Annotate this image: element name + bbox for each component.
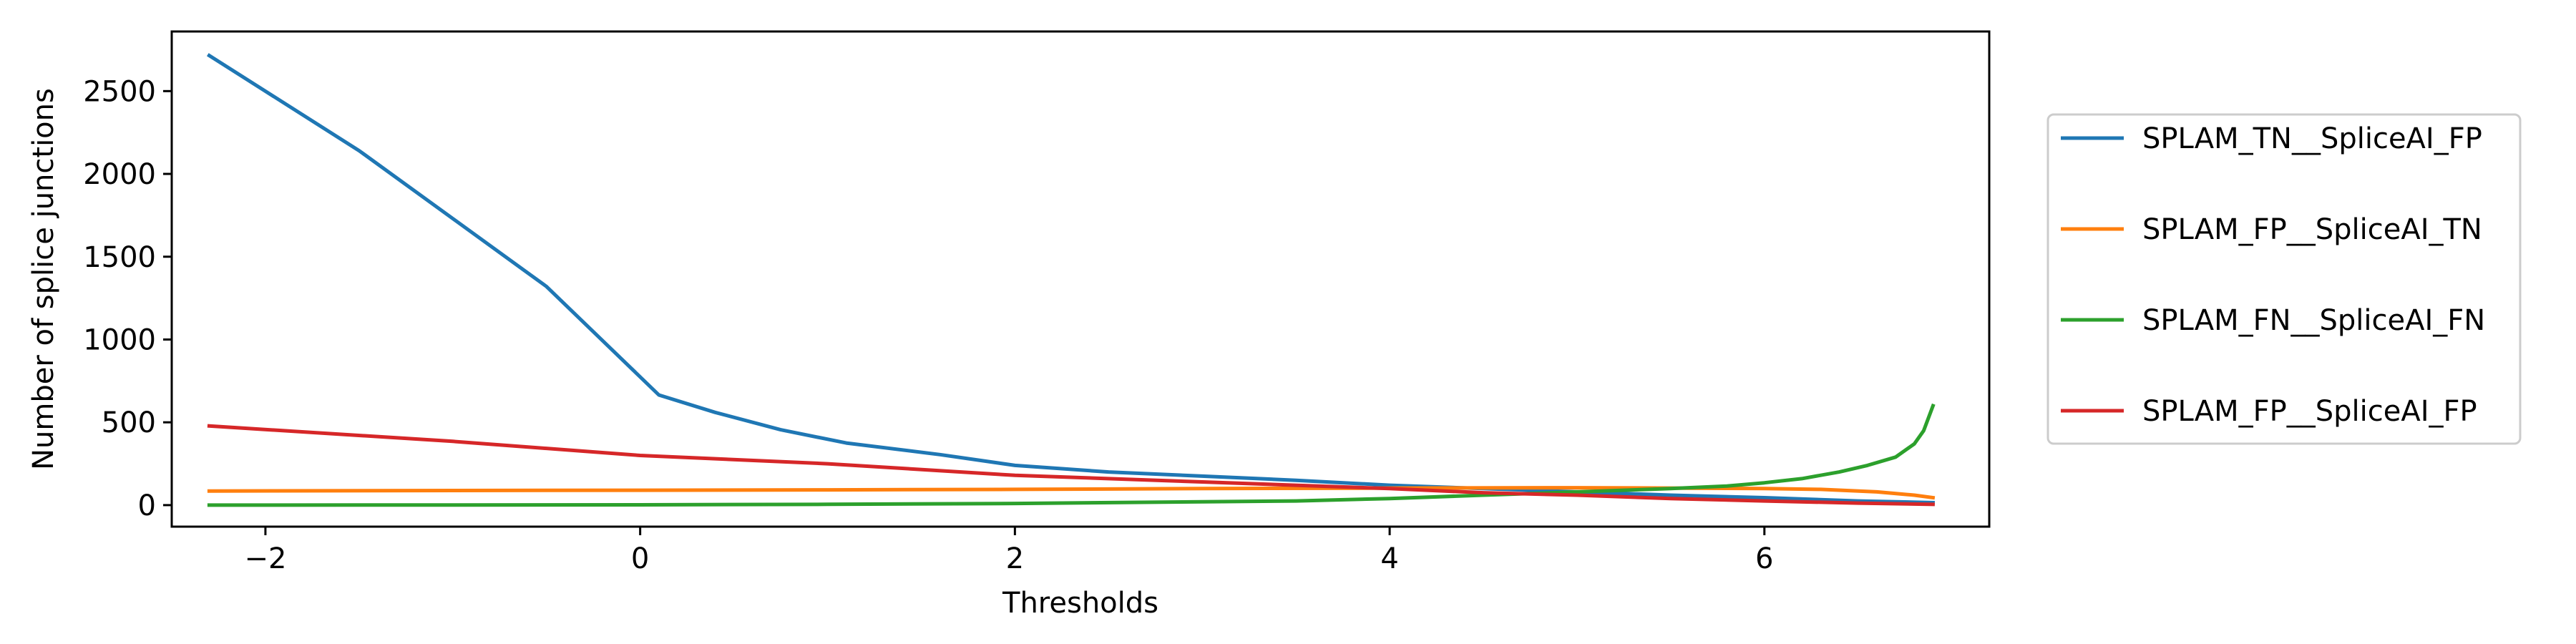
y-tick-label: 0 [138, 489, 156, 522]
y-tick-label: 500 [102, 406, 156, 439]
y-tick-label: 1500 [83, 241, 156, 274]
series-line-2 [207, 403, 1936, 507]
x-axis: −2 0 2 4 6 [244, 527, 1773, 575]
x-tick-label: 0 [631, 542, 649, 575]
legend-label-3: SPLAM_FP__SpliceAI_FP [2142, 395, 2477, 428]
y-tick-label: 2000 [83, 158, 156, 191]
legend-label-1: SPLAM_FP__SpliceAI_TN [2142, 213, 2482, 246]
plot-frame [170, 30, 1991, 528]
y-axis: 0 500 1000 1500 2000 2500 [83, 75, 172, 522]
y-tick-label: 1000 [83, 323, 156, 356]
series-line-3 [207, 424, 1935, 507]
legend-box [2046, 113, 2522, 445]
legend: SPLAM_TN__SpliceAI_FP SPLAM_FP__SpliceAI_… [2046, 113, 2522, 445]
y-tick-label: 2500 [83, 75, 156, 108]
plot-area [170, 30, 1991, 528]
series-line-1 [207, 486, 1936, 500]
x-axis-title: Thresholds [1002, 587, 1158, 620]
legend-label-2: SPLAM_FN__SpliceAI_FN [2142, 304, 2485, 337]
series-line-0 [206, 53, 1935, 504]
legend-label-0: SPLAM_TN__SpliceAI_FP [2142, 122, 2482, 155]
y-axis-title: Number of splice junctions [27, 88, 60, 470]
x-tick-label: 4 [1380, 542, 1398, 575]
x-tick-label: 2 [1006, 542, 1024, 575]
x-tick-label: −2 [244, 542, 286, 575]
x-tick-label: 6 [1755, 542, 1773, 575]
